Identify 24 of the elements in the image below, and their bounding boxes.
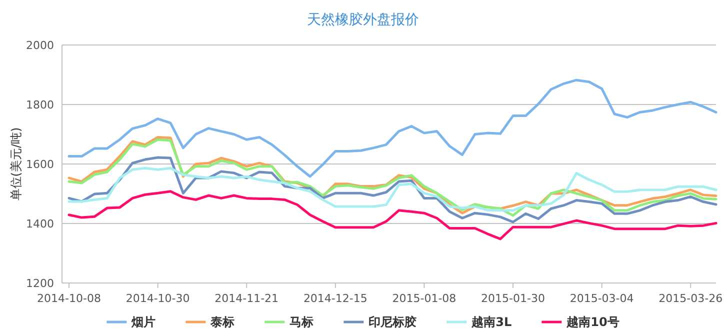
chart-title: 天然橡胶外盘报价 bbox=[307, 12, 419, 28]
y-tick-label: 1800 bbox=[26, 98, 54, 112]
y-tick-label: 2000 bbox=[26, 39, 54, 52]
y-axis-title: 单位(美元/吨) bbox=[9, 127, 23, 201]
x-tick-label: 2014-11-21 bbox=[214, 292, 279, 305]
legend-label: 泰标 bbox=[210, 315, 235, 329]
x-tick-label: 2015-01-30 bbox=[481, 292, 545, 305]
legend-label: 越南3L bbox=[470, 315, 512, 329]
x-tick-label: 2014-10-30 bbox=[126, 292, 190, 305]
x-tick-label: 2014-12-15 bbox=[303, 292, 368, 305]
y-tick-label: 1600 bbox=[26, 158, 54, 171]
line-series bbox=[68, 78, 718, 178]
x-tick-label: 2015-03-26 bbox=[658, 292, 723, 305]
x-tick-label: 2014-10-08 bbox=[37, 292, 101, 305]
line-series bbox=[68, 166, 718, 212]
legend-label: 烟片 bbox=[130, 315, 156, 329]
y-tick-label: 1200 bbox=[26, 277, 54, 290]
legend-label: 马标 bbox=[290, 315, 314, 329]
x-tick-label: 2015-03-04 bbox=[570, 292, 634, 305]
y-tick-label: 1400 bbox=[26, 218, 54, 230]
legend-label: 越南10号 bbox=[566, 315, 620, 329]
line-series bbox=[68, 190, 718, 240]
legend-label: 印尼标胶 bbox=[368, 315, 417, 329]
x-tick-label: 2015-01-08 bbox=[392, 292, 456, 305]
